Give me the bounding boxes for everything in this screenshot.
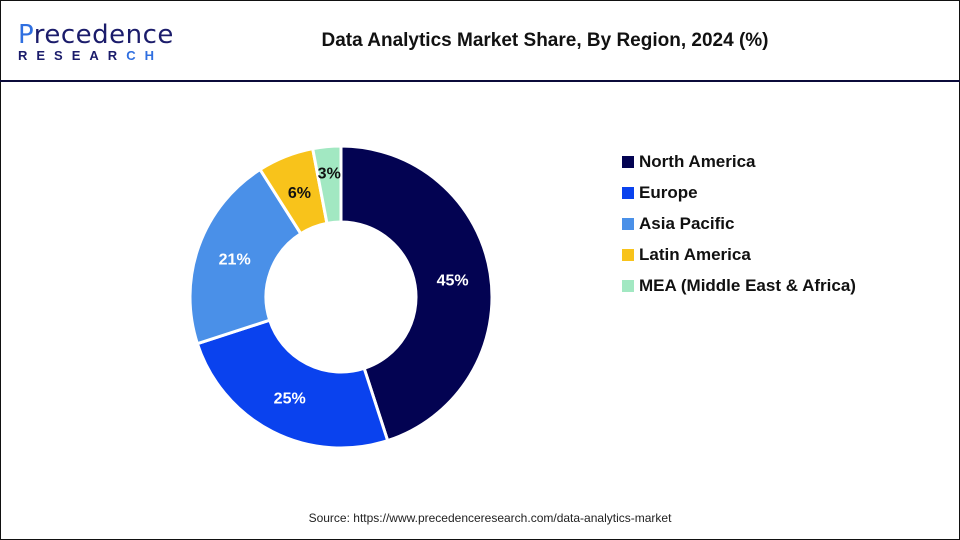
precedence-research-logo: Precedence RESEARCH bbox=[18, 20, 174, 63]
legend-item: MEA (Middle East & Africa) bbox=[622, 270, 856, 301]
slice-north-america bbox=[339, 144, 494, 443]
legend-swatch bbox=[622, 155, 634, 168]
legend-label: Latin America bbox=[639, 244, 751, 264]
slice-asia-pacific bbox=[188, 167, 303, 346]
data-label: 45% bbox=[437, 272, 469, 289]
chart-title: Data Analytics Market Share, By Region, … bbox=[321, 30, 769, 51]
legend-swatch bbox=[622, 279, 634, 292]
data-label: 6% bbox=[288, 185, 311, 202]
legend: North America Europe Asia Pacific Latin Ame… bbox=[622, 146, 856, 301]
data-label: 3% bbox=[318, 166, 341, 183]
data-label: 25% bbox=[274, 391, 306, 408]
legend-item: North America bbox=[622, 146, 856, 177]
header: Precedence RESEARCH Data Analytics Marke… bbox=[0, 0, 960, 82]
legend-item: Europe bbox=[622, 177, 856, 208]
legend-swatch bbox=[622, 248, 634, 261]
legend-label: MEA (Middle East & Africa) bbox=[639, 275, 856, 295]
legend-swatch bbox=[622, 217, 634, 230]
legend-label: Asia Pacific bbox=[639, 213, 735, 233]
data-label: 21% bbox=[219, 252, 251, 269]
source-text: Source: https://www.precedenceresearch.c… bbox=[308, 511, 672, 525]
legend-item: Asia Pacific bbox=[622, 208, 856, 239]
legend-label: North America bbox=[639, 151, 756, 171]
legend-item: Latin America bbox=[622, 239, 856, 270]
legend-label: Europe bbox=[639, 182, 698, 202]
slice-mea-middle-east-africa bbox=[310, 144, 343, 226]
slice-europe bbox=[195, 318, 390, 450]
legend-swatch bbox=[622, 186, 634, 199]
